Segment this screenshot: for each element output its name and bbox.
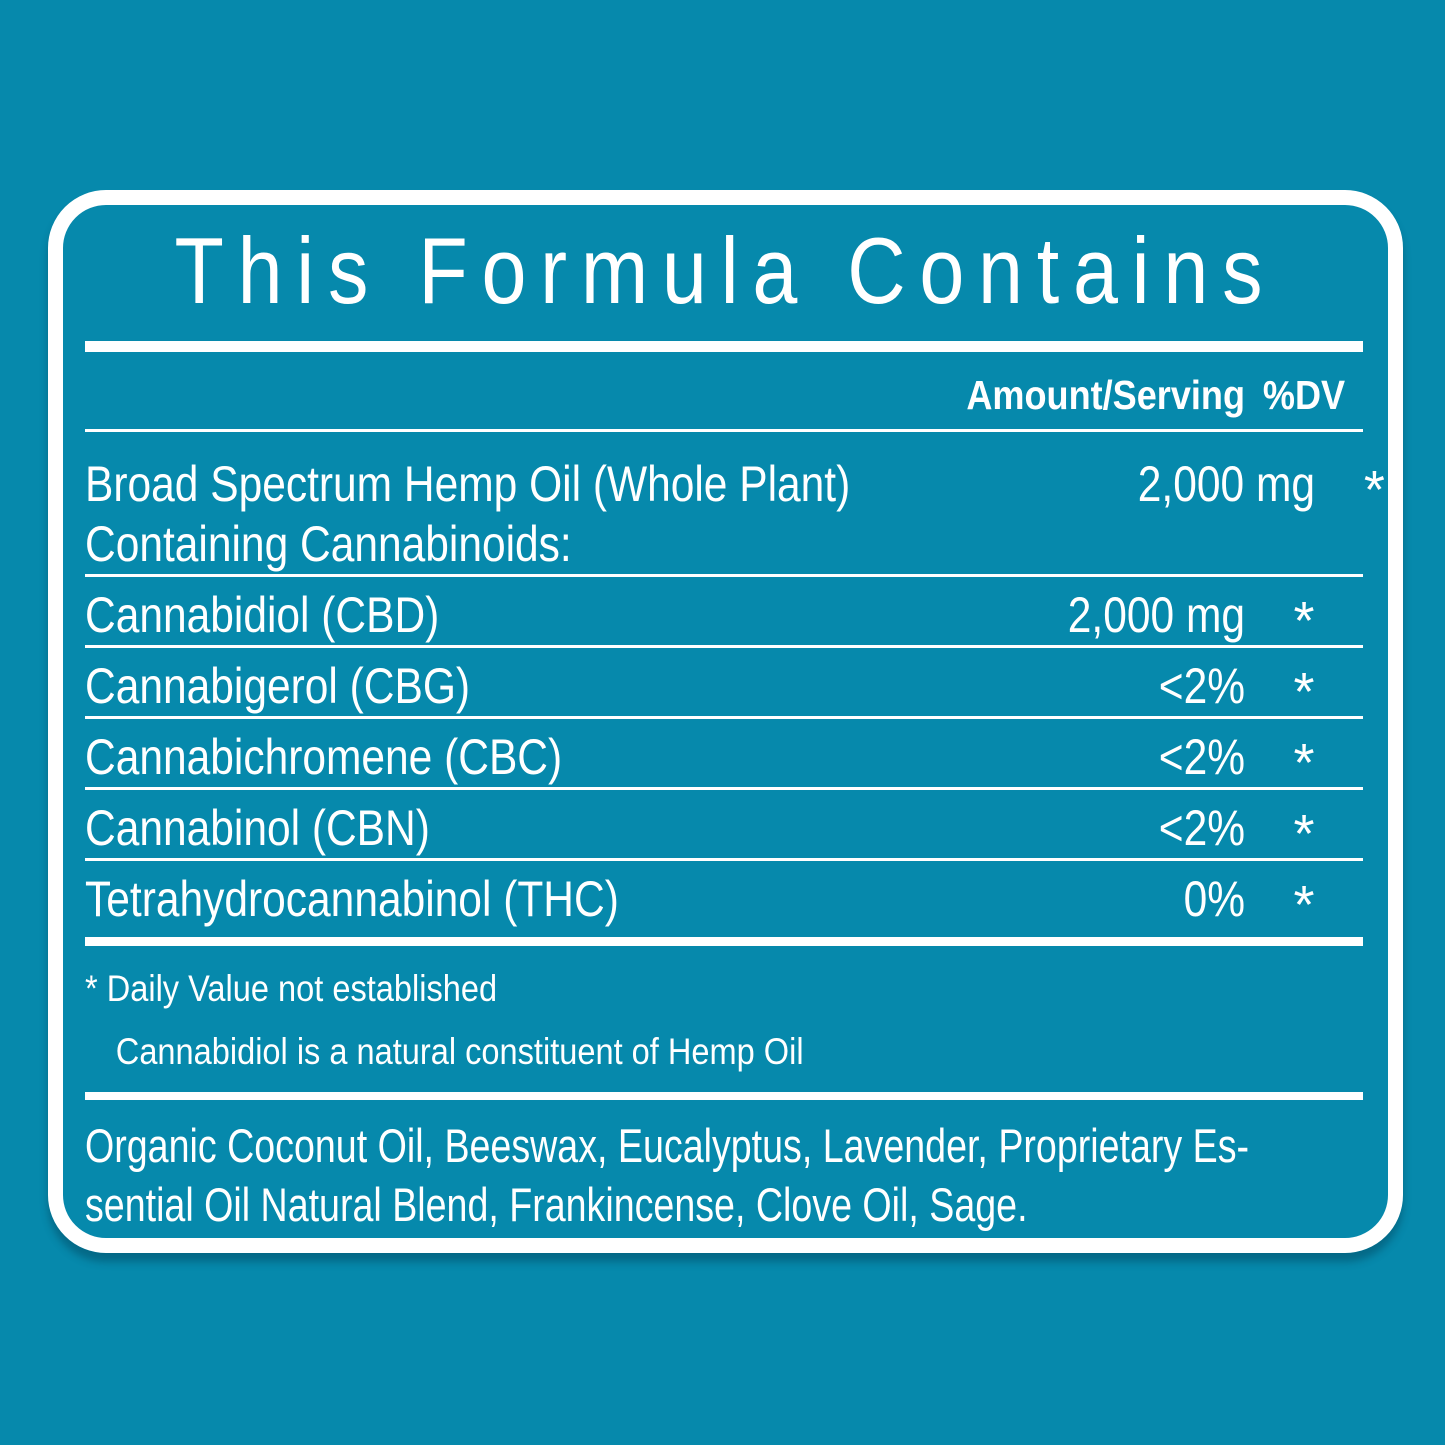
ingredient-name-line2: Containing Cannabinoids: <box>85 515 572 572</box>
ingredient-name: Cannabinol (CBN) <box>85 799 430 856</box>
header-divider <box>85 428 1363 432</box>
ingredient-dv: * <box>1293 733 1315 794</box>
ingredient-dv: * <box>1363 460 1385 521</box>
panel-title: This Formula Contains <box>174 218 1277 323</box>
table-row: Cannabichromene (CBC) <2% * <box>85 719 1363 794</box>
footnote-daily-value: * Daily Value not established <box>85 967 498 1009</box>
ingredient-dv: * <box>1293 875 1315 936</box>
table-row: Cannabigerol (CBG) <2% * <box>85 648 1363 723</box>
ingredient-name: Cannabidiol (CBD) <box>85 586 440 643</box>
ingredients-line-2: sential Oil Natural Blend, Frankincense,… <box>85 1178 1028 1232</box>
ingredient-name: Tetrahydrocannabinol (THC) <box>85 870 619 927</box>
ingredient-amount: 2,000 mg <box>1067 586 1245 643</box>
ingredient-table: Broad Spectrum Hemp Oil (Whole Plant) 2,… <box>85 432 1385 935</box>
table-row: Cannabidiol (CBD) 2,000 mg * <box>85 577 1363 652</box>
ingredient-amount: 2,000 mg <box>1138 455 1316 512</box>
ingredient-amount: 0% <box>1183 870 1245 927</box>
column-header-dv: %DV <box>1262 371 1346 418</box>
column-header-amount: Amount/Serving <box>966 371 1245 418</box>
other-ingredients: Organic Coconut Oil, Beeswax, Eucalyptus… <box>85 1116 1363 1234</box>
ingredient-name: Cannabigerol (CBG) <box>85 657 471 714</box>
footnote-divider <box>85 1092 1363 1101</box>
header-spacer <box>85 372 915 419</box>
ingredient-dv: * <box>1293 662 1315 723</box>
footnotes: * Daily Value not established Cannabidio… <box>85 966 1363 1074</box>
ingredient-name: Cannabichromene (CBC) <box>85 728 563 785</box>
ingredient-amount: <2% <box>1158 728 1245 785</box>
ingredient-amount: <2% <box>1158 799 1245 856</box>
formula-facts-panel: This Formula Contains Amount/Serving %DV… <box>48 190 1403 1253</box>
title-divider <box>85 340 1363 352</box>
ingredients-line-1: Organic Coconut Oil, Beeswax, Eucalyptus… <box>85 1119 1250 1173</box>
table-row: Tetrahydrocannabinol (THC) 0% * <box>85 861 1363 935</box>
ingredient-amount: <2% <box>1158 657 1245 714</box>
ingredient-dv: * <box>1293 804 1315 865</box>
ingredient-dv: * <box>1293 591 1315 652</box>
table-header: Amount/Serving %DV <box>85 372 1363 419</box>
table-row: Cannabinol (CBN) <2% * <box>85 790 1363 865</box>
table-bottom-divider <box>85 936 1363 946</box>
table-row: Broad Spectrum Hemp Oil (Whole Plant) 2,… <box>85 432 1385 577</box>
footnote-cannabidiol: Cannabidiol is a natural constituent of … <box>115 1030 804 1072</box>
ingredient-name: Broad Spectrum Hemp Oil (Whole Plant) <box>85 455 851 512</box>
